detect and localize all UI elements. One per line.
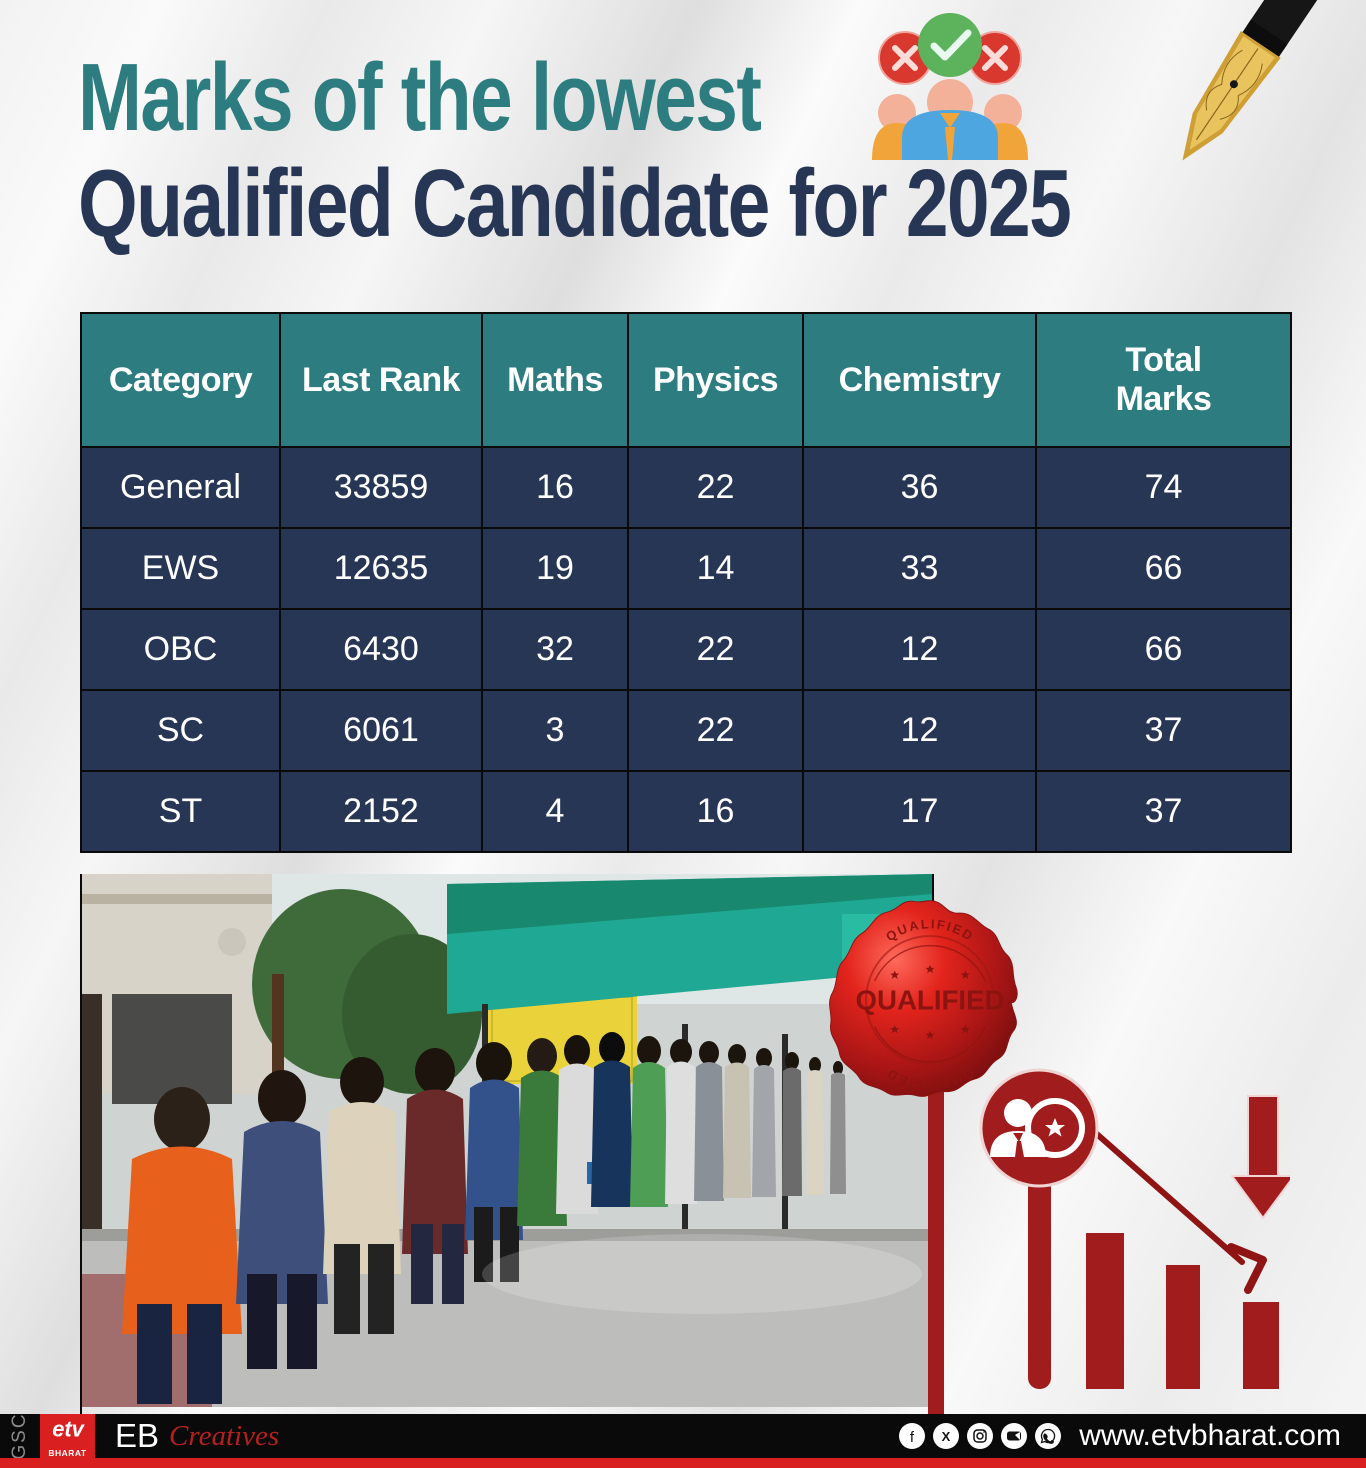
svg-text:etv: etv xyxy=(52,1417,85,1442)
svg-text:X: X xyxy=(942,1429,951,1444)
svg-text:QUALIFIED: QUALIFIED xyxy=(855,985,1004,1016)
